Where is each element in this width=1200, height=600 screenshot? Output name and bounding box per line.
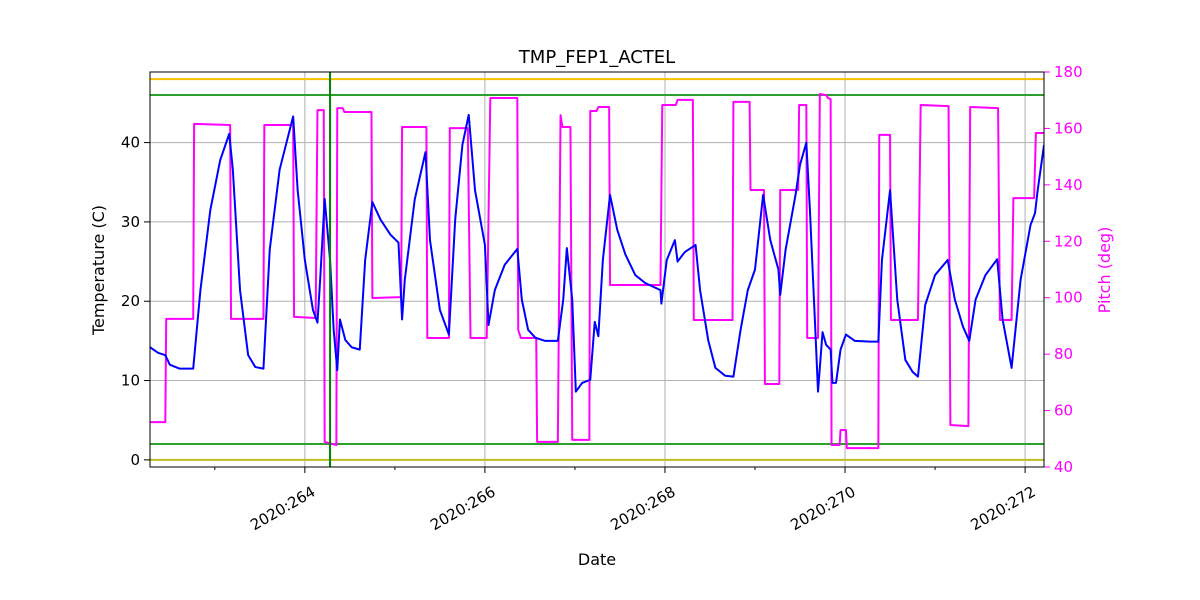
x-axis-label: Date — [578, 550, 616, 569]
y-tick-label: 30 — [121, 213, 140, 231]
y-tick-label: 20 — [121, 292, 140, 310]
y-tick-label: 0 — [130, 451, 140, 469]
y-tick-label: 10 — [121, 372, 140, 390]
x-tick-label: 2020:268 — [607, 483, 678, 535]
series-line — [150, 113, 1044, 393]
y2-tick-label: 80 — [1054, 345, 1073, 363]
y2-tick-label: 100 — [1054, 289, 1083, 307]
x-tick-label: 2020:264 — [247, 483, 318, 535]
y-axis-label: Temperature (C) — [89, 205, 108, 336]
series-line — [150, 93, 1044, 450]
x-tick-label: 2020:270 — [787, 483, 858, 535]
y2-tick-label: 40 — [1054, 458, 1073, 476]
x-tick-label: 2020:266 — [427, 483, 498, 535]
chart-title: TMP_FEP1_ACTEL — [518, 47, 675, 68]
y2-tick-label: 160 — [1054, 119, 1083, 137]
plot-area — [150, 72, 1044, 467]
y2-tick-label: 60 — [1054, 402, 1073, 420]
y2-axis-label: Pitch (deg) — [1095, 227, 1114, 314]
x-tick-label: 2020:272 — [967, 483, 1038, 535]
y-tick-label: 40 — [121, 134, 140, 152]
y2-tick-label: 140 — [1054, 176, 1083, 194]
y2-tick-label: 180 — [1054, 63, 1083, 81]
y2-tick-label: 120 — [1054, 232, 1083, 250]
plot-frame — [149, 71, 1045, 468]
